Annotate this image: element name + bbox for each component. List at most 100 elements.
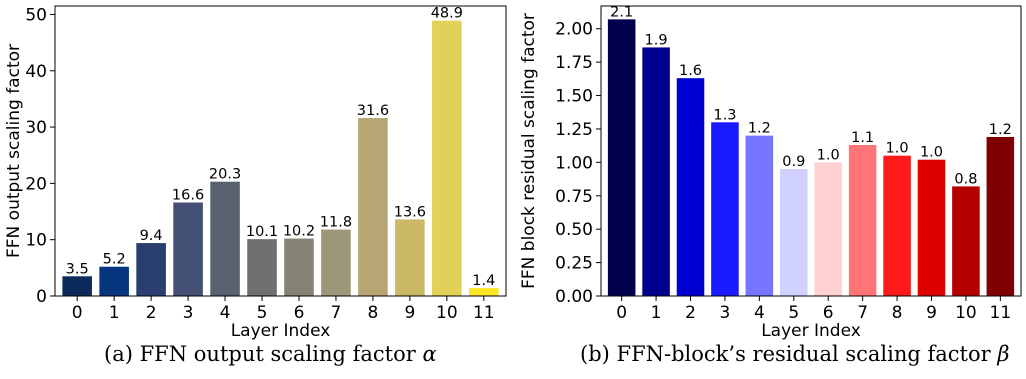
chart-ffn-residual-scaling: 2.1 0 1.9 1 1.6 2 1.3 3 1.2 4 0.9 5 1.0 6 1.1 7 1.0 8 1.0 9… — [519, 4, 1022, 340]
bar-11 — [469, 288, 499, 296]
bar-8 — [358, 118, 388, 296]
data-label: 1.4 — [472, 273, 495, 289]
x-tick-label: 10 — [436, 303, 458, 323]
data-label: 0.9 — [782, 154, 805, 170]
y-tick-label: 0.50 — [555, 220, 593, 240]
data-label: 9.4 — [140, 228, 163, 244]
x-tick-label: 6 — [823, 303, 834, 323]
x-tick-label: 3 — [183, 303, 194, 323]
data-label: 1.2 — [989, 122, 1012, 138]
y-axis-label: FFN output scaling factor — [4, 44, 24, 258]
bar-1 — [99, 266, 129, 296]
data-label: 5.2 — [103, 252, 126, 268]
x-tick-label: 3 — [720, 303, 731, 323]
x-tick-label: 7 — [331, 303, 342, 323]
data-label: 20.3 — [209, 167, 241, 183]
caption-b-text: (b) FFN-block’s residual scaling factor — [580, 342, 998, 366]
data-label: 1.0 — [817, 147, 840, 163]
x-axis-label: Layer Index — [231, 321, 331, 340]
x-tick-label: 2 — [685, 303, 696, 323]
x-tick-label: 9 — [404, 303, 415, 323]
bar-2 — [136, 243, 166, 296]
bar-7 — [321, 229, 351, 296]
bar-7 — [848, 144, 877, 296]
data-label: 2.1 — [610, 4, 633, 20]
data-label: 10.2 — [283, 224, 315, 240]
y-tick-label: 0.25 — [555, 254, 593, 274]
bar-1 — [642, 47, 670, 297]
data-label: 3.5 — [66, 261, 89, 277]
chart-ffn-output-scaling: 3.5 0 5.2 1 9.4 2 16.6 3 20.3 4 10.1 5 10.2 6 11.8 7 31.… — [4, 5, 507, 340]
x-tick-label: 8 — [892, 303, 903, 323]
plot-frame — [600, 5, 1022, 297]
y-axis-label: FFN block residual scaling factor — [519, 13, 539, 289]
bar-2 — [676, 78, 705, 296]
caption-a-symbol: α — [422, 342, 437, 366]
y-tick-label: 1.25 — [555, 120, 593, 140]
caption-b: (b) FFN-block’s residual scaling factor … — [580, 342, 1010, 366]
x-tick-label: 11 — [473, 303, 495, 323]
y-tick-label: 30 — [25, 118, 47, 138]
data-label: 10.1 — [246, 224, 278, 240]
data-label: 48.9 — [431, 6, 463, 22]
y-tick-label: 1.50 — [555, 87, 593, 107]
x-tick-label: 6 — [294, 303, 305, 323]
x-tick-label: 5 — [257, 303, 268, 323]
bar-11 — [986, 136, 1015, 296]
x-tick-label: 0 — [72, 303, 83, 323]
bar-9 — [395, 219, 425, 296]
caption-b-symbol: β — [997, 342, 1010, 366]
bar-0 — [607, 19, 636, 297]
x-tick-label: 11 — [990, 303, 1012, 323]
x-tick-label: 8 — [368, 303, 379, 323]
y-tick-label: 2.00 — [555, 20, 593, 40]
data-label: 1.0 — [886, 141, 909, 157]
y-tick-label: 20 — [25, 174, 47, 194]
x-tick-label: 10 — [955, 303, 977, 323]
x-tick-label: 2 — [146, 303, 157, 323]
x-axis-label: Layer Index — [761, 321, 861, 340]
x-tick-label: 5 — [788, 303, 799, 323]
data-label: 1.0 — [920, 145, 943, 161]
x-tick-label: 9 — [926, 303, 937, 323]
bar-4 — [210, 181, 240, 296]
bar-5 — [247, 239, 277, 296]
y-tick-label: 40 — [25, 62, 47, 82]
bar-10 — [952, 186, 980, 296]
data-label: 1.3 — [713, 107, 736, 123]
data-label: 11.8 — [320, 215, 352, 231]
bar-5 — [780, 169, 808, 296]
y-tick-label: 10 — [25, 231, 47, 251]
bar-0 — [62, 276, 92, 296]
data-label: 16.6 — [172, 188, 204, 204]
x-tick-label: 1 — [109, 303, 120, 323]
data-label: 31.6 — [357, 103, 389, 119]
x-tick-label: 1 — [651, 303, 662, 323]
caption-a: (a) FFN output scaling factor α — [104, 342, 437, 366]
bar-10 — [432, 20, 462, 296]
plot-frame — [54, 5, 507, 297]
y-tick-label: 1.75 — [555, 53, 593, 73]
bar-8 — [883, 155, 911, 296]
bar-9 — [917, 159, 946, 296]
bar-6 — [284, 238, 314, 296]
x-tick-label: 0 — [616, 303, 627, 323]
y-tick-label: 0.75 — [555, 187, 593, 207]
bar-3 — [173, 202, 203, 296]
y-tick-label: 0 — [36, 287, 47, 307]
x-tick-label: 4 — [754, 303, 765, 323]
bar-6 — [814, 162, 842, 296]
data-label: 1.2 — [748, 121, 771, 137]
data-label: 0.8 — [954, 171, 977, 187]
bar-4 — [745, 135, 774, 296]
bar-3 — [711, 122, 739, 297]
caption-a-text: (a) FFN output scaling factor — [104, 342, 423, 366]
data-label: 13.6 — [394, 204, 426, 220]
data-label: 1.1 — [851, 130, 874, 146]
data-label: 1.9 — [645, 32, 668, 48]
x-tick-label: 7 — [857, 303, 868, 323]
y-tick-label: 0.00 — [555, 287, 593, 307]
y-tick-label: 1.00 — [555, 153, 593, 173]
x-tick-label: 4 — [220, 303, 231, 323]
